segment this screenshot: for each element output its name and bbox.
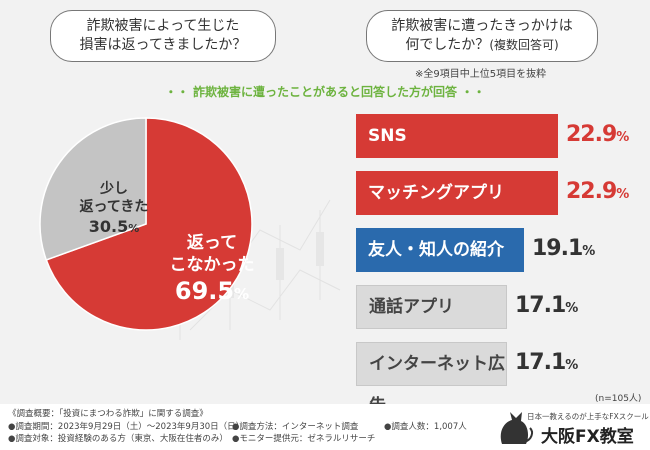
- question-right-line1: 詐欺被害に遭ったきっかけは: [391, 18, 573, 34]
- bar-label: SNS: [368, 126, 407, 146]
- bar-label: マッチングアプリ: [368, 183, 504, 203]
- question-right-sub: (複数回答可): [489, 38, 559, 52]
- bar-label: 友人・知人の紹介: [368, 240, 504, 260]
- logo-tagline: 日本一教えるのが上手なFXスクール: [527, 412, 649, 421]
- bar-value-0: 22.9%: [566, 122, 629, 147]
- pie-unit-not-returned: %: [234, 285, 250, 303]
- bar-value-number: 19.1: [532, 236, 583, 261]
- bar-value-3: 17.1%: [515, 293, 578, 318]
- bar-value-4: 17.1%: [515, 350, 578, 375]
- pie-slice-not-returned: [45, 117, 253, 331]
- bar-2: 友人・知人の紹介: [356, 228, 524, 272]
- bar-value-unit: %: [582, 244, 596, 259]
- bar-3: 通話アプリ: [356, 285, 507, 329]
- footer-count: ●調査人数：1,007人: [384, 422, 467, 432]
- bar-value-unit: %: [616, 130, 630, 145]
- pie-label-returned-l1: 少し: [100, 181, 128, 197]
- footer-method: ●調査方法：インターネット調査: [232, 422, 359, 432]
- pie-value-not-returned: 69.5: [174, 277, 235, 305]
- pie-label-not-returned: 返って こなかった 69.5%: [162, 232, 262, 309]
- question-left-line2: 損害は返ってきましたか？: [79, 37, 247, 53]
- footer-target: ●調査対象：投資経験のある方（東京、大阪在住者のみ）: [8, 434, 228, 444]
- bar-value-1: 22.9%: [566, 179, 629, 204]
- pie-chart: [39, 117, 253, 331]
- selection-note: ※全9項目中上位5項目を抜粋: [415, 69, 547, 80]
- pie-label-not-returned-l2: こなかった: [169, 255, 255, 275]
- question-right-line2: 何でしたか？: [405, 37, 490, 53]
- pie-label-returned-l2: 返ってきた: [79, 199, 149, 215]
- bar-value-number: 17.1: [515, 293, 566, 318]
- respondent-subtitle: ・・ 詐欺被害に遭ったことがあると回答した方が回答 ・・: [164, 85, 486, 99]
- sample-size: (n=105人): [595, 394, 642, 404]
- bar-value-unit: %: [616, 187, 630, 202]
- bar-label: 通話アプリ: [369, 297, 454, 317]
- bar-value-unit: %: [565, 301, 579, 316]
- bar-1: マッチングアプリ: [356, 171, 558, 215]
- bar-value-unit: %: [565, 358, 579, 373]
- footer-overview: 《調査概要：「投資にまつわる詐欺」に関する調査》: [8, 409, 208, 419]
- pie-slice-returned: [39, 117, 147, 261]
- bar-0: SNS: [356, 114, 558, 158]
- pie-label-not-returned-l1: 返って: [186, 233, 238, 253]
- question-right-box: 詐欺被害に遭ったきっかけは 何でしたか？(複数回答可): [366, 10, 598, 62]
- footer-provider: ●モニター提供元：ゼネラルリサーチ: [232, 434, 376, 444]
- pie-label-returned: 少し 返ってきた 30.5%: [66, 180, 162, 240]
- pie-value-returned: 30.5: [88, 217, 129, 236]
- footer: 《調査概要：「投資にまつわる詐欺」に関する調査》 ●調査期間：2023年9月29…: [0, 404, 650, 450]
- cat-logo-icon: [500, 412, 533, 444]
- bar-4: インターネット広告: [356, 342, 507, 416]
- bar-value-number: 17.1: [515, 350, 566, 375]
- question-left-box: 詐欺被害によって生じた 損害は返ってきましたか？: [50, 10, 276, 62]
- question-left-line1: 詐欺被害によって生じた: [86, 18, 240, 34]
- pie-unit-returned: %: [128, 222, 140, 235]
- bar-value-number: 22.9: [566, 122, 617, 147]
- bar-value-number: 22.9: [566, 179, 617, 204]
- bar-value-2: 19.1%: [532, 236, 595, 261]
- footer-period: ●調査期間：2023年9月29日（土）〜2023年9月30日（日）: [8, 422, 245, 432]
- logo-name: 大阪FX教室: [541, 427, 634, 447]
